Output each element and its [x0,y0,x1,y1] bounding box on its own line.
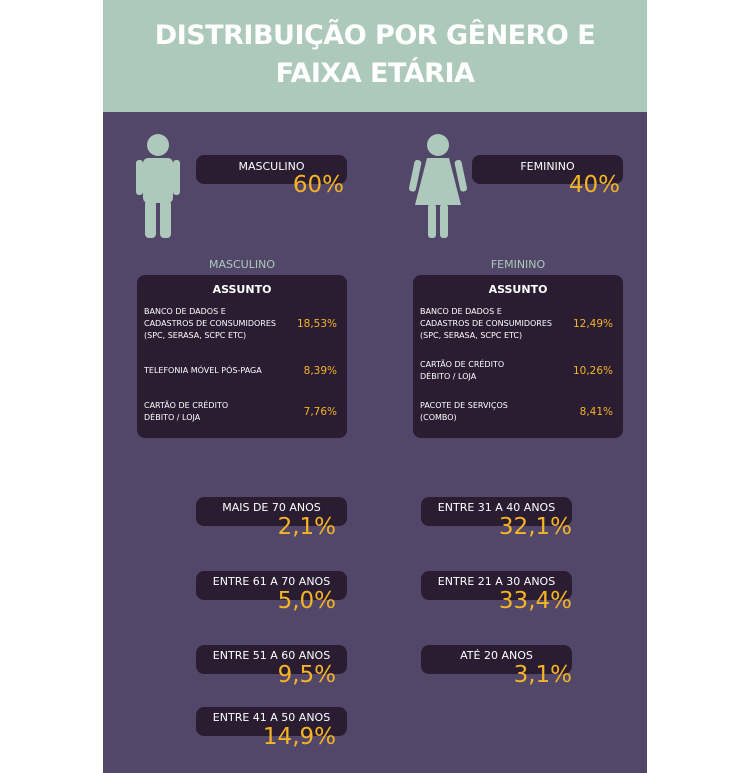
percent: 12,49% [572,318,613,330]
percent: 18,53% [296,318,337,330]
age-pill: ENTRE 41 A 50 ANOS [196,707,347,736]
subject: BANCO DE DADOS E CADASTROS DE CONSUMIDOR… [420,307,552,340]
gender-pill: FEMININO [472,155,623,184]
subject: CARTÃO DE CRÉDITO DÉBITO / LOJA [420,360,505,381]
title-line: DISTRIBUIÇÃO POR GÊNERO E [154,20,596,51]
age-value: 33,4% [498,588,572,614]
subject: BANCO DE DADOS E CADASTROS DE CONSUMIDOR… [144,307,276,340]
age-value: 32,1% [498,514,572,540]
percent: 8,41% [579,406,613,418]
age-value: 14,9% [262,724,336,750]
percent: 8,39% [303,365,337,377]
header: DISTRIBUIÇÃO POR GÊNERO E FAIXA ETÁRIA [103,0,647,112]
percent: 10,26% [572,365,613,377]
female-icon [408,134,468,238]
age-value: 3,1% [513,662,572,688]
age-value: 5,0% [277,588,336,614]
age-pill: ENTRE 21 A 30 ANOS [421,571,572,600]
card: DISTRIBUIÇÃO POR GÊNERO E FAIXA ETÁRIA M… [103,0,647,773]
table: ASSUNTO BANCO DE DADOS E CADASTROS DE CON… [137,275,347,438]
table-heading: MASCULINO [209,258,275,271]
percent: 7,76% [303,406,337,418]
subject: PACOTE DE SERVIÇOS (COMBO) [420,401,508,422]
gender-pill: MASCULINO [196,155,347,184]
age-value: 2,1% [277,514,336,540]
subject: CARTÃO DE CRÉDITO DÉBITO / LOJA [144,401,229,422]
age-pill: ATÉ 20 ANOS [421,645,572,674]
table-heading: FEMININO [490,258,546,271]
gender-value: 60% [292,172,344,198]
table-header: ASSUNTO [488,283,548,296]
gender-value: 40% [568,172,620,198]
table: ASSUNTO BANCO DE DADOS E CADASTROS DE CON… [413,275,623,438]
age-pill: ENTRE 31 A 40 ANOS [421,497,572,526]
male-icon [136,134,180,238]
age-value: 9,5% [277,662,336,688]
table-header: ASSUNTO [212,283,272,296]
title-line: FAIXA ETÁRIA [275,58,475,89]
subject: TELEFONIA MÓVEL PÓS-PAGA [144,366,262,375]
age-pill: MAIS DE 70 ANOS [196,497,347,526]
icons [136,134,468,238]
age-pill: ENTRE 51 A 60 ANOS [196,645,347,674]
age-pill: ENTRE 61 A 70 ANOS [196,571,347,600]
